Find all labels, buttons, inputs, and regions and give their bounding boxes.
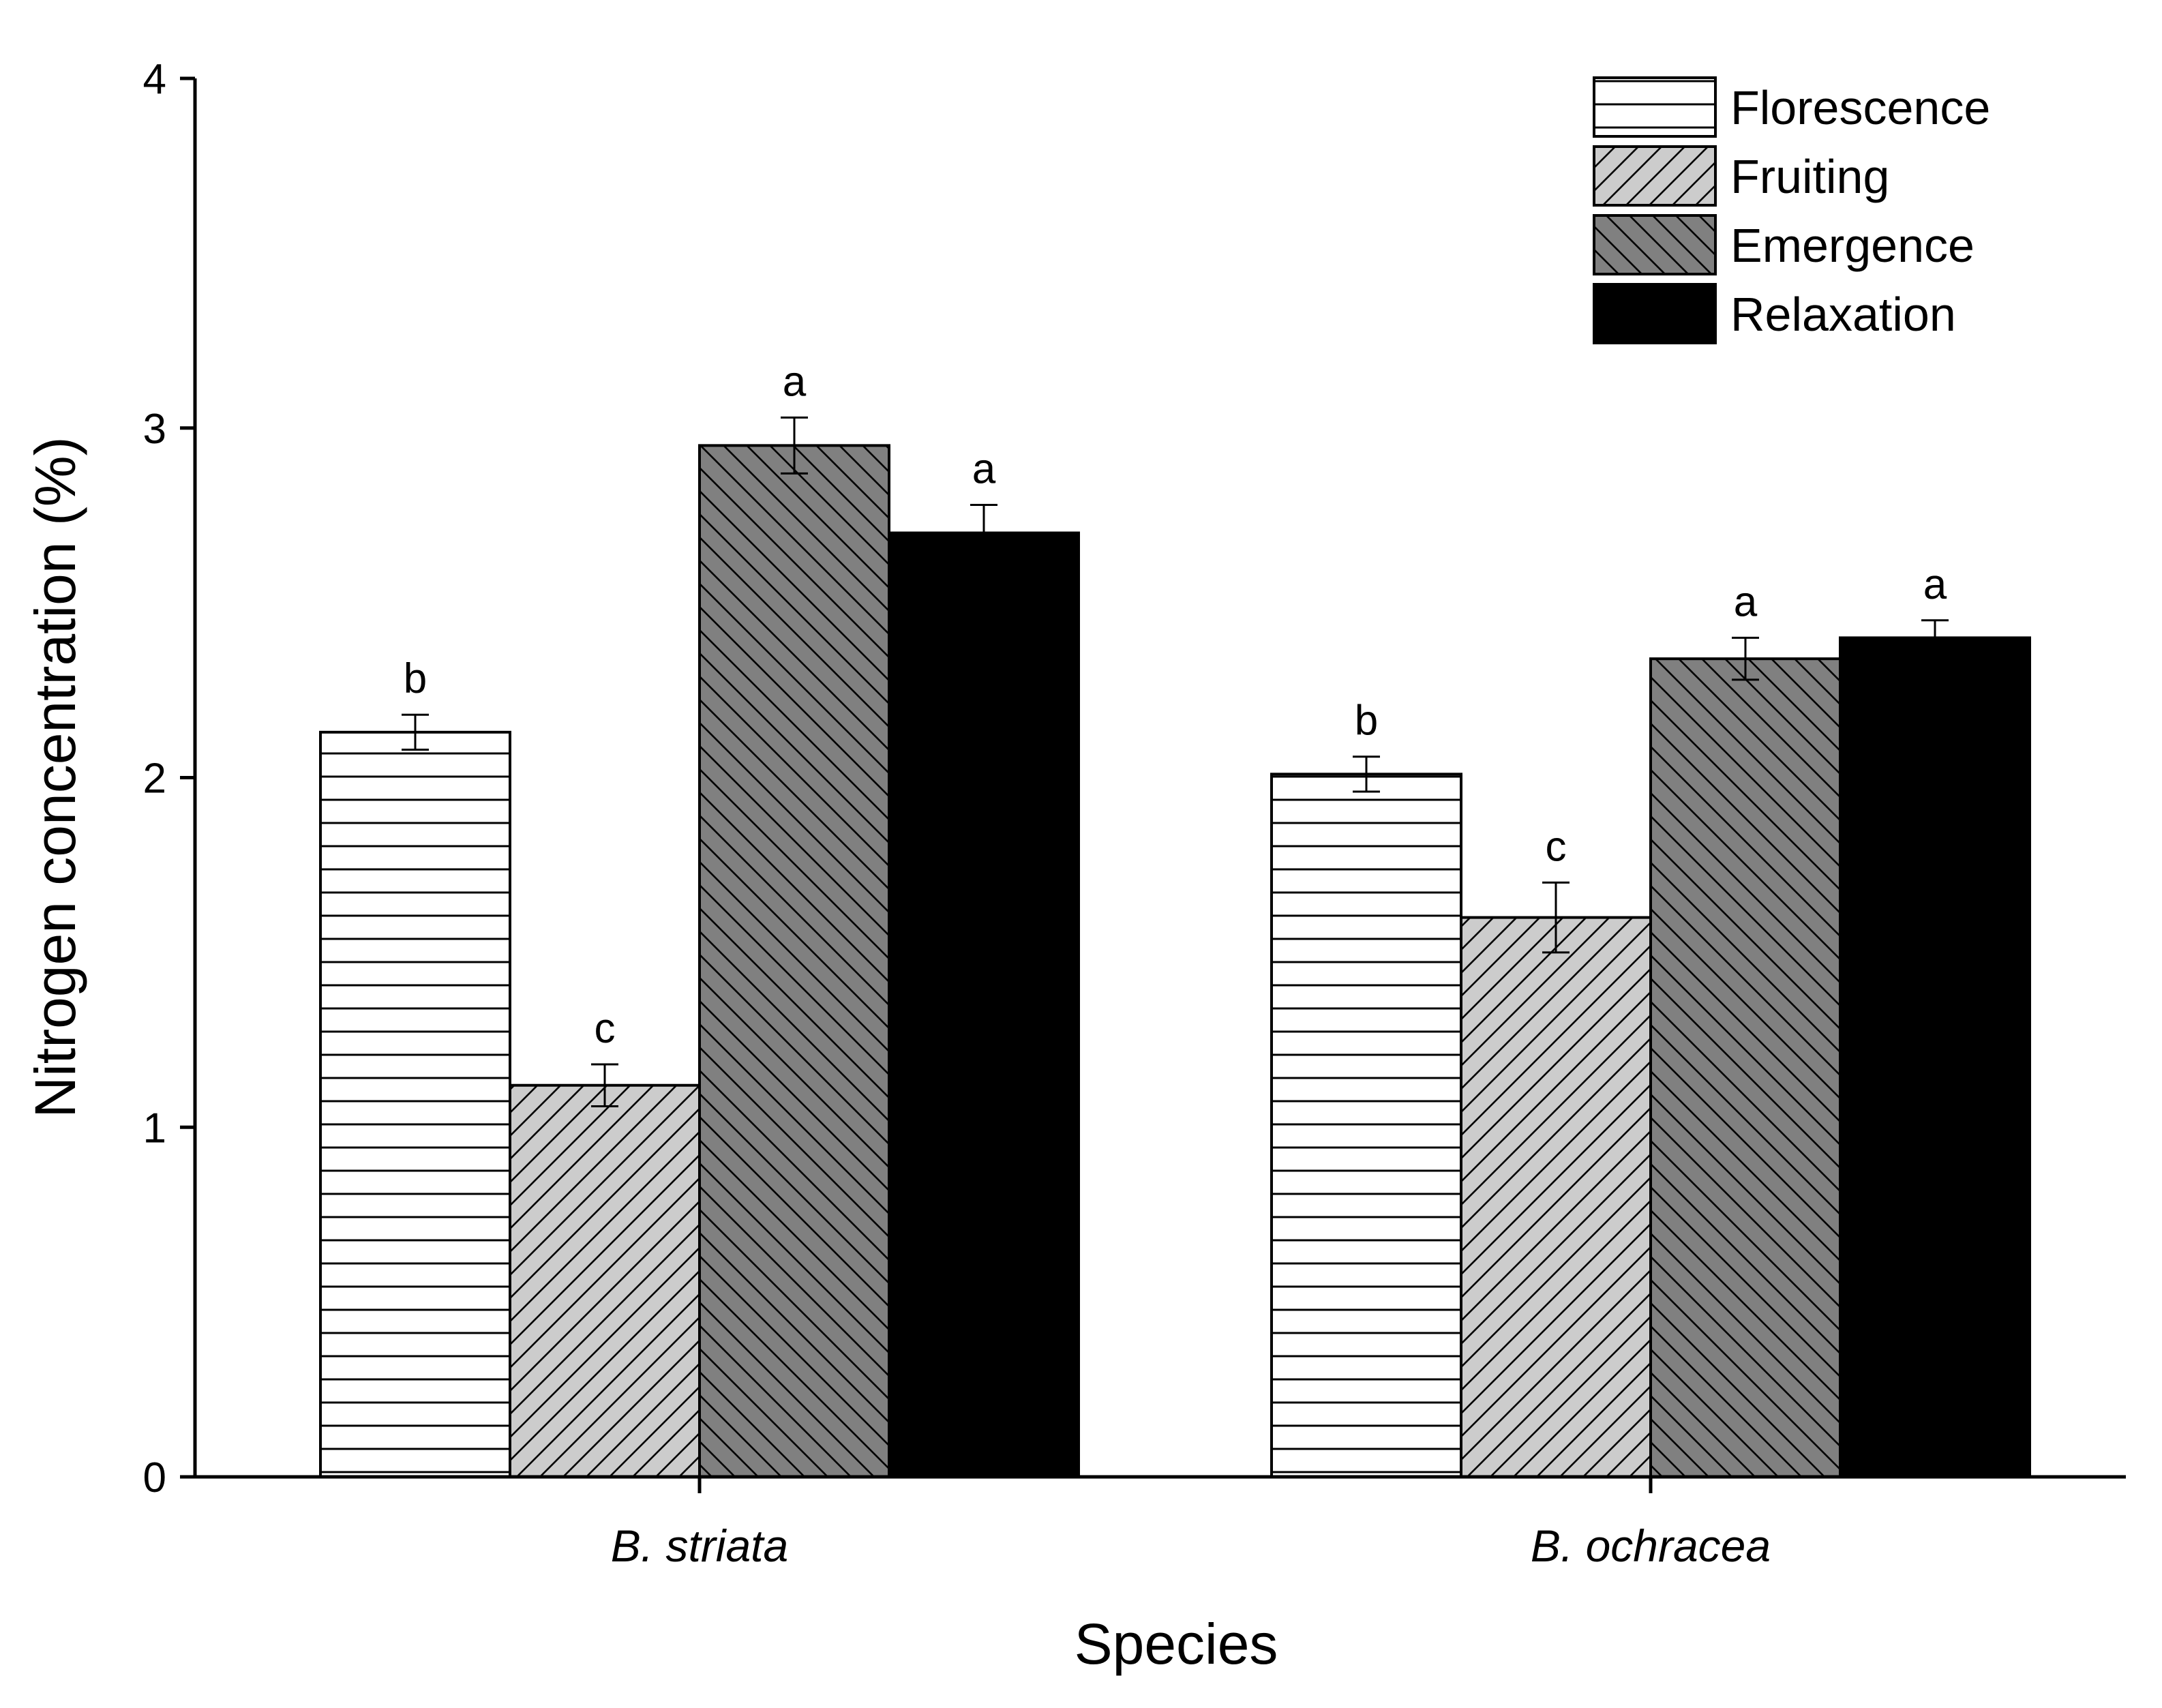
y-tick-label: 4 xyxy=(143,56,166,103)
bar-fruiting-b-striata xyxy=(509,1083,701,1478)
significance-letter: b xyxy=(1355,698,1378,745)
legend-swatch xyxy=(1593,145,1717,207)
significance-letter: a xyxy=(1734,578,1758,625)
significance-letter: a xyxy=(972,446,996,493)
x-axis-title: Species xyxy=(1075,1612,1278,1676)
significance-letter: b xyxy=(404,655,427,702)
significance-letter: c xyxy=(1546,823,1567,870)
bar-florescence-b-striata xyxy=(319,730,511,1478)
bar-florescence-b-ochracea xyxy=(1270,773,1462,1478)
x-category-label: B. striata xyxy=(611,1520,788,1571)
y-tick-label: 1 xyxy=(143,1105,166,1152)
y-axis-title: Nitrogen concentration (%) xyxy=(23,436,87,1118)
bar-relaxation-b-striata xyxy=(888,531,1080,1479)
legend-label: Fruiting xyxy=(1730,150,1889,203)
legend-swatch xyxy=(1593,76,1717,138)
error-bar-relaxation-1 xyxy=(1921,619,1949,657)
significance-letter: a xyxy=(783,358,807,405)
legend-label: Relaxation xyxy=(1730,288,1956,341)
error-bar-relaxation-0 xyxy=(970,504,997,563)
legend-item-emergence: Emergence xyxy=(1593,214,1975,275)
legend-label: Emergence xyxy=(1730,219,1975,272)
bar-emergence-b-ochracea xyxy=(1649,657,1842,1478)
significance-letter: a xyxy=(1923,561,1947,608)
legend-swatch xyxy=(1593,214,1717,275)
x-category-label: B. ochracea xyxy=(1531,1520,1771,1571)
legend-item-fruiting: Fruiting xyxy=(1593,145,1889,207)
legend-swatch xyxy=(1593,283,1717,344)
error-bar-emergence-0 xyxy=(781,416,808,475)
error-bar-florescence-1 xyxy=(1353,755,1380,793)
legend: Florescence Fruiting Emergence Relaxation xyxy=(1593,76,1990,344)
bar-relaxation-b-ochracea xyxy=(1839,636,2031,1478)
bar-emergence-b-striata xyxy=(698,444,890,1479)
legend-item-florescence: Florescence xyxy=(1593,76,1990,138)
y-tick-label: 3 xyxy=(143,406,166,453)
legend-label: Florescence xyxy=(1730,81,1990,134)
error-bar-emergence-1 xyxy=(1732,636,1759,681)
error-bar-fruiting-0 xyxy=(591,1063,618,1107)
error-bar-florescence-0 xyxy=(402,713,429,751)
significance-letter: c xyxy=(595,1005,616,1052)
y-tick-label: 2 xyxy=(143,755,166,803)
bar-fruiting-b-ochracea xyxy=(1460,916,1652,1478)
error-bar-fruiting-1 xyxy=(1542,881,1570,954)
y-tick-label: 0 xyxy=(143,1454,166,1501)
legend-item-relaxation: Relaxation xyxy=(1593,283,1956,344)
